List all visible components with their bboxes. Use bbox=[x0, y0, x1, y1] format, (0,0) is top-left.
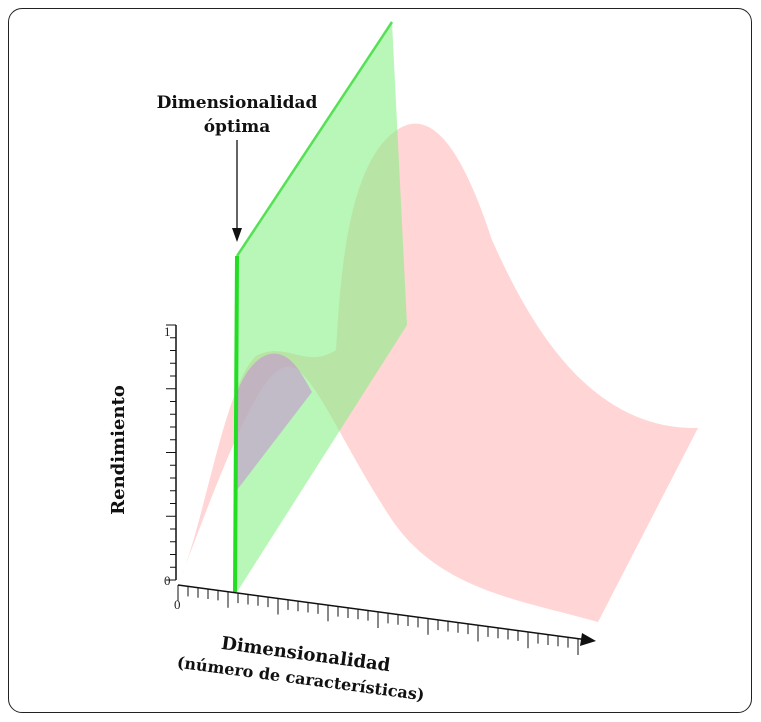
annotation-line-2: óptima bbox=[204, 117, 271, 137]
y-tick-label-min: 0 bbox=[164, 573, 171, 588]
optimal-plane bbox=[237, 22, 407, 592]
x-axis-line bbox=[177, 584, 589, 641]
annotation-line-1: Dimensionalidad bbox=[157, 93, 318, 113]
x-axis-arrowhead bbox=[580, 633, 596, 646]
y-axis-label: Rendimiento bbox=[108, 385, 129, 515]
x-axis-ticks bbox=[177, 585, 579, 655]
overlap-region bbox=[237, 353, 312, 490]
annotation-arrowhead bbox=[232, 228, 242, 242]
optimal-dimensionality-line bbox=[233, 255, 239, 593]
performance-surface bbox=[180, 123, 698, 622]
x-tick-label-origin: 0 bbox=[174, 597, 181, 612]
figure-border bbox=[8, 8, 752, 713]
plane-top-edge bbox=[235, 21, 394, 257]
y-axis-ticks bbox=[166, 324, 176, 581]
y-tick-label-max: 1 bbox=[164, 324, 171, 339]
